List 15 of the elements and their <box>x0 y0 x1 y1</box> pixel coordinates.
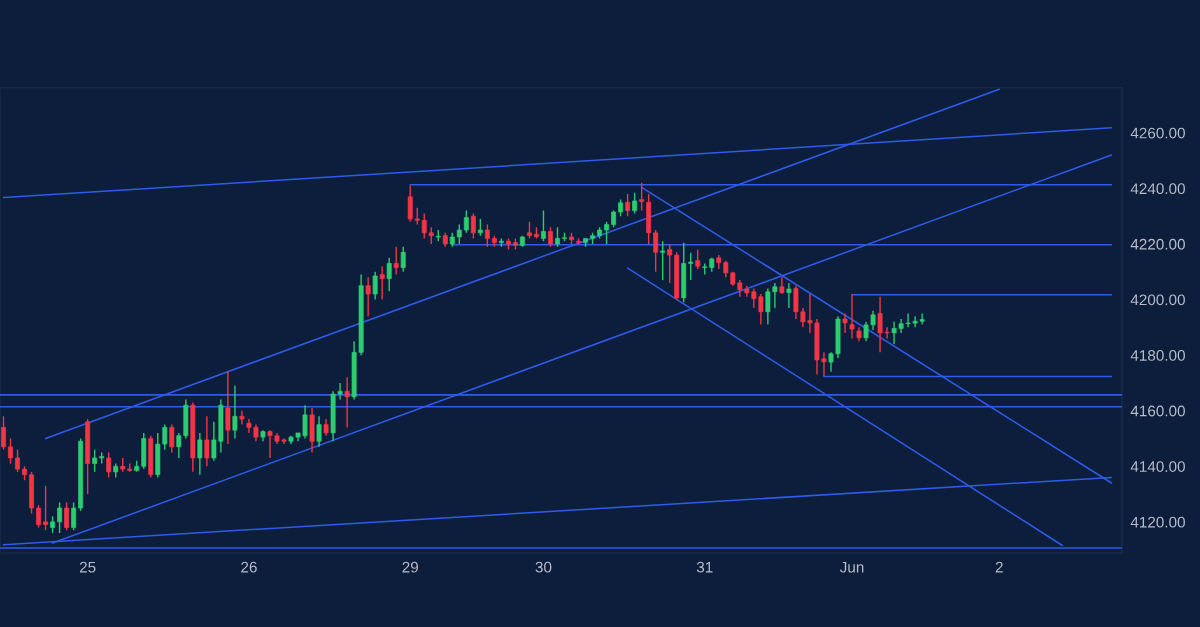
x-tick-label: 2 <box>995 561 1003 573</box>
y-tick-label: 4200.00 <box>1130 294 1185 306</box>
y-tick-label: 4160.00 <box>1130 405 1185 417</box>
x-tick-label: Jun <box>839 561 864 573</box>
x-tick-label: 26 <box>241 561 257 573</box>
y-tick-label: 4120.00 <box>1130 516 1185 528</box>
y-tick-label: 4240.00 <box>1130 183 1185 195</box>
y-tick-label: 4180.00 <box>1130 350 1185 361</box>
y-tick-label: 4140.00 <box>1130 461 1185 472</box>
y-tick-label: 4260.00 <box>1130 127 1185 139</box>
y-tick-label: 4220.00 <box>1130 238 1185 250</box>
x-tick-label: 31 <box>696 561 713 573</box>
x-tick-label: 25 <box>79 561 96 573</box>
x-tick-label: 30 <box>535 561 552 573</box>
x-tick-label: 29 <box>402 561 418 573</box>
